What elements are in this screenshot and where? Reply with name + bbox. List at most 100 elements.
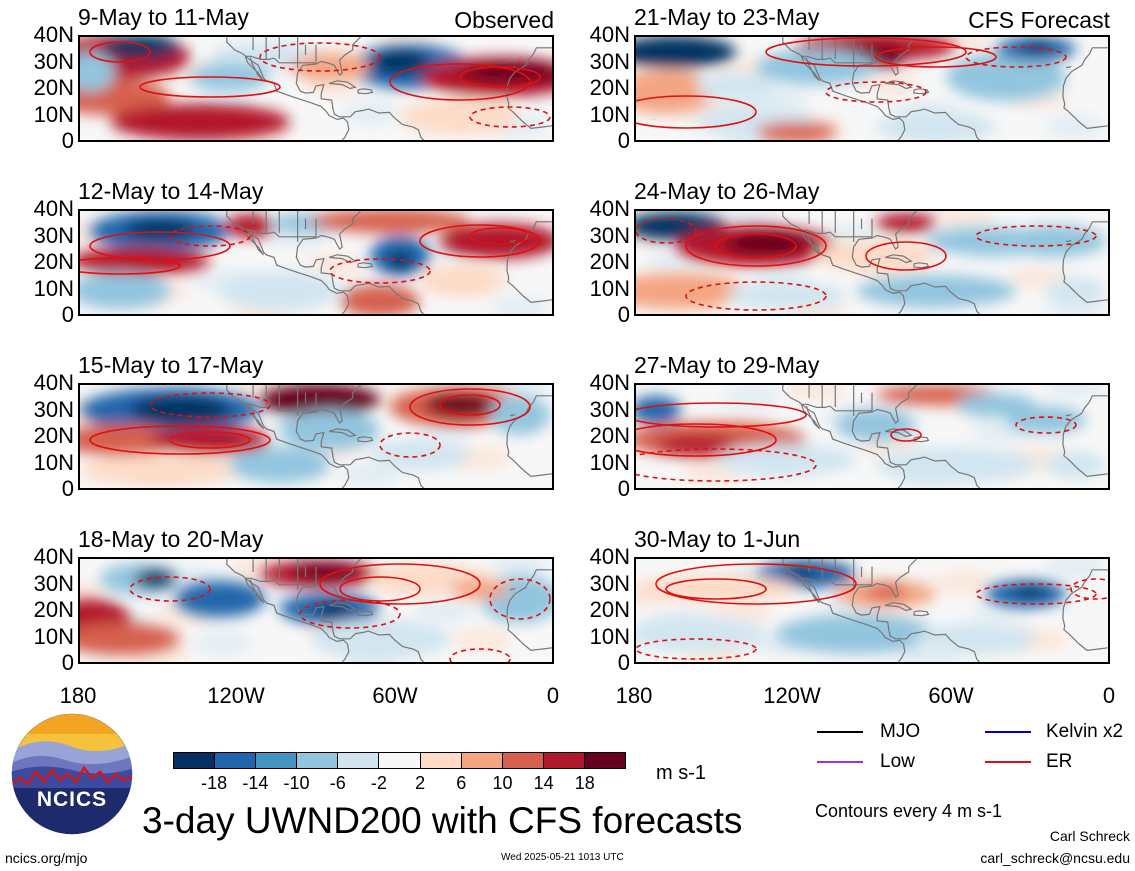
y-tick-left: 30N xyxy=(33,222,74,248)
y-tick-left: 20N xyxy=(33,249,74,274)
y-tick-right: 40N xyxy=(589,196,630,221)
colorbar-tick-label: 10 xyxy=(492,773,513,793)
y-tick-left: 0 xyxy=(61,476,74,501)
map-field-l1 xyxy=(80,37,552,140)
y-tick-right: 10N xyxy=(589,101,630,127)
ncics-logo: NCICS xyxy=(10,712,134,836)
y-tick-left: 40N xyxy=(33,196,74,221)
x-tick-right-180: 180 xyxy=(615,683,653,708)
y-tick-right: 0 xyxy=(617,128,630,153)
timestamp: Wed 2025-05-21 1013 UTC xyxy=(501,852,624,863)
map-field-r4 xyxy=(636,559,1108,662)
panel-title-l1: 9-May to 11-May xyxy=(78,4,249,30)
y-tick-left: 10N xyxy=(33,275,74,301)
colorbar-tick-label: -18 xyxy=(201,773,228,793)
map-panel-l1 xyxy=(78,35,554,142)
author-email[interactable]: carl_schreck@ncsu.edu xyxy=(980,850,1130,866)
map-field-r1 xyxy=(636,37,1108,140)
x-tick-right-120w: 120W xyxy=(763,683,821,708)
y-tick-right: 20N xyxy=(589,597,630,622)
y-tick-left: 20N xyxy=(33,75,74,100)
y-tick-right: 30N xyxy=(589,48,630,74)
colorbar-tick-label: 14 xyxy=(533,773,554,793)
y-tick-right: 10N xyxy=(589,275,630,301)
colorbar-unit: m s-1 xyxy=(656,762,706,784)
colorbar-tick-label: -14 xyxy=(242,773,269,793)
colorbar-tick-label: -6 xyxy=(329,773,346,793)
panel-title-r3: 27-May to 29-May xyxy=(634,352,820,378)
y-tick-right: 10N xyxy=(589,623,630,649)
map-panel-l2 xyxy=(78,209,554,316)
y-tick-right: 30N xyxy=(589,396,630,422)
legend-low-label: Low xyxy=(880,751,915,772)
y-tick-right: 20N xyxy=(589,75,630,100)
y-tick-right: 0 xyxy=(617,650,630,675)
map-field-r2 xyxy=(636,211,1108,314)
y-tick-left: 10N xyxy=(33,101,74,127)
observed-label: Observed xyxy=(454,7,554,33)
legend-kelvin-label: Kelvin x2 xyxy=(1046,721,1124,742)
legend-low-swatch xyxy=(817,761,863,763)
colorbar-swatch xyxy=(542,753,584,768)
panel-title-r4: 30-May to 1-Jun xyxy=(634,526,801,552)
y-tick-right: 20N xyxy=(589,423,630,448)
source-url[interactable]: ncics.org/mjo xyxy=(5,850,88,866)
forecast-label: CFS Forecast xyxy=(968,7,1110,33)
x-tick-left-180: 180 xyxy=(59,683,97,708)
y-tick-right: 30N xyxy=(589,222,630,248)
colorbar xyxy=(173,752,626,769)
map-field-l2 xyxy=(80,211,552,314)
y-tick-left: 40N xyxy=(33,22,74,47)
colorbar-swatch xyxy=(419,753,461,768)
colorbar-swatch xyxy=(174,753,215,768)
y-tick-left: 0 xyxy=(61,650,74,675)
legend-kelvin-swatch xyxy=(985,731,1031,733)
y-tick-right: 40N xyxy=(589,544,630,569)
map-panel-l4 xyxy=(78,557,554,664)
map-field-l4 xyxy=(80,559,552,662)
map-panel-r4 xyxy=(634,557,1110,664)
x-tick-left-60w: 60W xyxy=(372,683,418,708)
map-field-l3 xyxy=(80,385,552,488)
legend-mjo-swatch xyxy=(817,731,863,733)
y-tick-left: 0 xyxy=(61,302,74,327)
panel-title-r1: 21-May to 23-May xyxy=(634,4,820,30)
map-field-r3 xyxy=(636,385,1108,488)
y-tick-left: 20N xyxy=(33,423,74,448)
colorbar-swatch xyxy=(337,753,379,768)
colorbar-swatch xyxy=(214,753,256,768)
panel-title-l2: 12-May to 14-May xyxy=(78,178,264,204)
y-tick-right: 30N xyxy=(589,570,630,596)
y-tick-left: 40N xyxy=(33,370,74,395)
y-tick-left: 30N xyxy=(33,396,74,422)
colorbar-tick-label: -2 xyxy=(370,773,387,793)
panel-title-l3: 15-May to 17-May xyxy=(78,352,264,378)
y-tick-right: 10N xyxy=(589,449,630,475)
map-panel-r2 xyxy=(634,209,1110,316)
y-tick-right: 0 xyxy=(617,302,630,327)
x-tick-right-60w: 60W xyxy=(928,683,974,708)
colorbar-swatch xyxy=(460,753,502,768)
y-tick-left: 20N xyxy=(33,597,74,622)
y-tick-left: 30N xyxy=(33,48,74,74)
legend-er-swatch xyxy=(985,761,1031,763)
main-title: 3-day UWND200 with CFS forecasts xyxy=(142,800,743,841)
author: Carl Schreck xyxy=(1049,828,1130,844)
x-tick-right-0: 0 xyxy=(1102,683,1116,708)
colorbar-swatch xyxy=(583,753,626,768)
y-tick-left: 0 xyxy=(61,128,74,153)
y-tick-right: 0 xyxy=(617,476,630,501)
y-tick-left: 10N xyxy=(33,623,74,649)
logo-text: NCICS xyxy=(36,788,108,811)
x-tick-left-120w: 120W xyxy=(207,683,265,708)
colorbar-swatch xyxy=(501,753,543,768)
y-tick-right: 40N xyxy=(589,22,630,47)
y-tick-left: 30N xyxy=(33,570,74,596)
colorbar-tick-label: 6 xyxy=(456,773,467,793)
colorbar-swatch xyxy=(296,753,338,768)
panel-title-r2: 24-May to 26-May xyxy=(634,178,820,204)
colorbar-tick-label: 18 xyxy=(574,773,595,793)
map-panel-r3 xyxy=(634,383,1110,490)
colorbar-tick-label: -10 xyxy=(283,773,310,793)
y-tick-right: 40N xyxy=(589,370,630,395)
